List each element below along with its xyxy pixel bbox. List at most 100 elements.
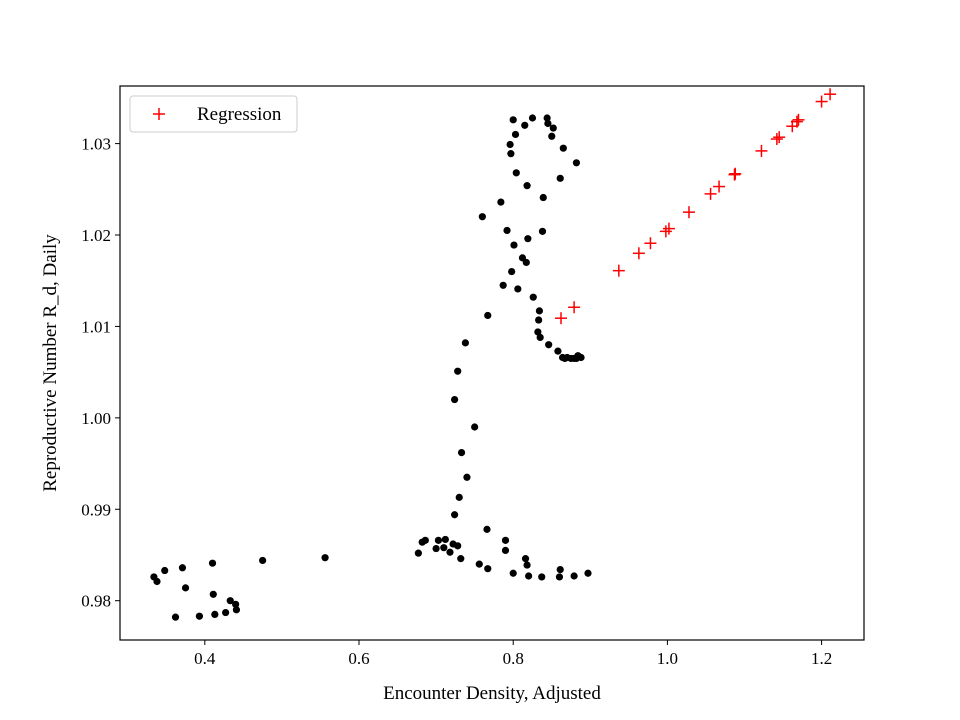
data-point: [512, 169, 520, 177]
data-point: [432, 544, 440, 553]
legend-label-regression: Regression: [197, 104, 282, 125]
data-point: [171, 613, 180, 621]
x-axis-ticks: 0.4 0.6 0.8 1.0 1.2: [194, 640, 832, 668]
regression-point: [815, 95, 828, 108]
data-point: [178, 564, 187, 572]
data-point: [584, 569, 592, 577]
regression-point: [755, 144, 768, 157]
data-point: [451, 511, 459, 519]
plot-area: [120, 86, 864, 640]
series-0: [150, 114, 592, 621]
data-point: [211, 610, 219, 619]
regression-point: [555, 312, 568, 325]
data-point: [536, 333, 544, 342]
y-tick-label: 0.98: [81, 592, 111, 611]
series-1: [555, 88, 837, 325]
data-point: [523, 182, 531, 190]
data-point: [506, 140, 514, 149]
data-point: [539, 193, 547, 202]
x-tick-label: 1.0: [657, 649, 678, 668]
regression-point: [713, 180, 726, 193]
data-point: [522, 258, 530, 267]
data-point: [510, 241, 518, 249]
data-point: [514, 285, 522, 293]
data-point: [461, 339, 470, 347]
data-point: [226, 597, 234, 605]
data-point: [548, 132, 556, 140]
x-tick-label: 0.8: [503, 649, 524, 668]
legend-box: [129, 95, 298, 133]
data-point: [457, 555, 465, 563]
data-point: [572, 159, 581, 167]
regression-point: [644, 237, 657, 250]
data-point: [538, 573, 546, 581]
regression-point: [659, 225, 672, 238]
y-tick-label: 1.00: [81, 409, 111, 428]
data-point: [209, 590, 217, 598]
data-point: [534, 328, 542, 336]
data-point: [554, 347, 562, 355]
data-point: [501, 546, 510, 555]
data-point: [544, 119, 552, 128]
data-point: [549, 124, 557, 132]
data-point: [222, 608, 230, 617]
regression-point: [612, 264, 625, 277]
data-point: [497, 198, 505, 206]
data-point: [570, 572, 578, 580]
data-point: [434, 536, 443, 544]
data-point: [503, 226, 511, 235]
regression-point: [704, 187, 717, 200]
data-point: [509, 569, 517, 577]
data-point: [208, 559, 217, 567]
data-point: [232, 600, 240, 608]
regression-point: [728, 168, 741, 181]
data-point: [475, 560, 483, 568]
x-tick-label: 1.2: [811, 649, 832, 668]
data-point: [446, 548, 454, 556]
data-point: [484, 565, 492, 573]
data-point: [559, 144, 567, 152]
y-tick-label: 1.03: [81, 135, 111, 154]
data-point: [528, 114, 537, 122]
data-point: [181, 584, 190, 592]
data-point: [511, 130, 520, 139]
data-point: [508, 267, 516, 276]
regression-point: [792, 113, 805, 126]
data-point: [455, 493, 463, 501]
legend-marker-regression: [153, 108, 165, 120]
regression-point: [729, 167, 742, 180]
regression-point: [662, 222, 675, 235]
data-point: [538, 227, 547, 235]
x-tick-label: 0.4: [194, 649, 216, 668]
y-axis-label: Reproductive Number R_d, Daily: [40, 234, 61, 492]
data-point: [421, 536, 429, 544]
data-point: [440, 544, 448, 552]
data-point: [523, 561, 531, 569]
data-point: [556, 566, 564, 574]
regression-point: [773, 131, 786, 144]
plot-frame: [119, 85, 865, 641]
data-point: [524, 235, 532, 243]
regression-point: [568, 301, 581, 314]
data-point: [499, 281, 507, 289]
data-point: [321, 554, 329, 562]
y-tick-label: 1.01: [81, 317, 111, 336]
data-point: [232, 606, 241, 614]
data-point: [507, 150, 515, 158]
regression-point: [790, 115, 803, 128]
data-point: [521, 555, 530, 563]
data-point: [543, 114, 551, 122]
y-tick-label: 1.02: [81, 226, 111, 245]
y-axis-ticks: 0.98 0.99 1.00 1.01 1.02 1.03: [81, 135, 120, 611]
regression-point: [824, 88, 837, 101]
x-axis-label: Encounter Density, Adjusted: [383, 683, 601, 704]
y-tick-label: 0.99: [81, 500, 111, 519]
data-point: [483, 525, 491, 533]
data-point: [556, 174, 564, 182]
legend: Regression: [129, 95, 298, 133]
data-point: [577, 353, 585, 362]
series-layer: [150, 88, 837, 621]
data-point: [451, 395, 459, 404]
data-point: [454, 367, 462, 375]
data-point: [535, 307, 544, 315]
